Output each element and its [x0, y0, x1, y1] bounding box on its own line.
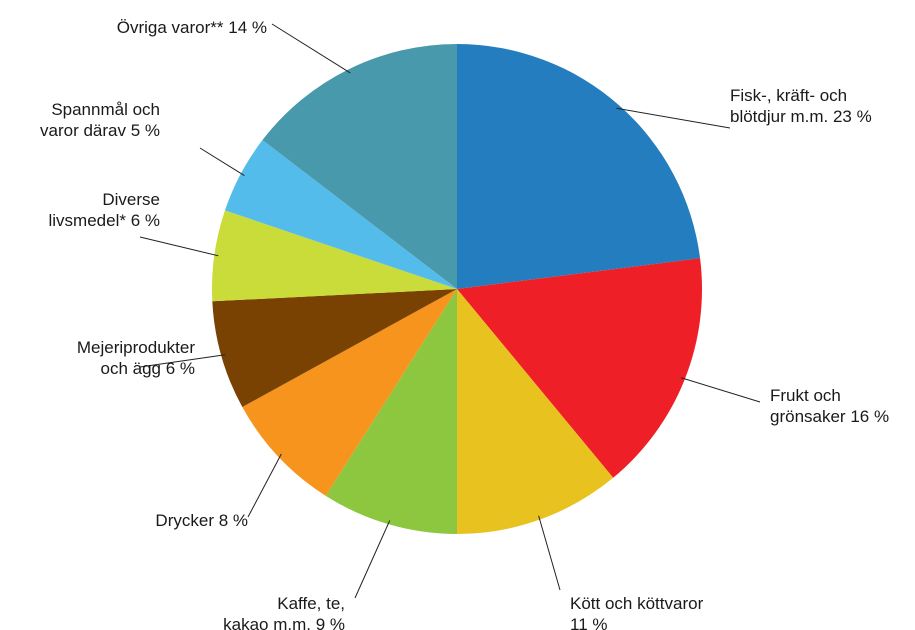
- slice-label-line: 11 %: [570, 615, 608, 630]
- slice-label-8: Spannmål och varor därav 5 %: [40, 100, 160, 140]
- slice-label-line: Kött och köttvaror: [570, 594, 704, 613]
- slice-label-line: Kaffe, te,: [277, 594, 345, 613]
- leader-line-4: [354, 520, 391, 599]
- slice-label-7: Diverse livsmedel* 6 %: [49, 190, 161, 230]
- slice-label-line: och ägg 6 %: [100, 359, 195, 378]
- pie-slice-5: [242, 289, 457, 496]
- slice-label-line: livsmedel* 6 %: [49, 211, 161, 230]
- pie-slice-3: [457, 289, 614, 534]
- pie-slices: [212, 44, 703, 534]
- pie-slice-6: [212, 289, 457, 408]
- leader-lines: [139, 23, 761, 599]
- slice-label-2: Frukt och grönsaker 16 %: [770, 386, 889, 426]
- leader-line-6: [139, 354, 226, 368]
- leader-line-5: [247, 453, 282, 518]
- leader-line-9: [271, 23, 351, 74]
- slice-labels: Fisk-, kräft- och blötdjur m.m. 23 % Frukt…: [40, 18, 889, 630]
- slice-label-line: blötdjur m.m. 23 %: [730, 107, 872, 126]
- leader-line-7: [139, 236, 219, 257]
- slice-label-line: Frukt och: [770, 386, 841, 405]
- slice-label-3: Kött och köttvaror 11 %: [570, 594, 704, 630]
- pie-slice-8: [224, 140, 457, 289]
- slice-label-1: Fisk-, kräft- och blötdjur m.m. 23 %: [730, 86, 872, 126]
- slice-label-line: Spannmål och: [51, 100, 160, 119]
- pie-slice-1: [457, 44, 701, 289]
- slice-label-line: Fisk-, kräft- och: [730, 86, 847, 105]
- pie-slice-9: [262, 44, 457, 289]
- leader-line-2: [680, 377, 761, 403]
- slice-label-5: Drycker 8 %: [155, 511, 248, 530]
- slice-label-line: Mejeriprodukter: [77, 338, 195, 357]
- slice-label-line: varor därav 5 %: [40, 121, 160, 140]
- pie-slice-2: [457, 258, 703, 478]
- pie-slice-4: [325, 289, 457, 534]
- leader-line-1: [616, 107, 731, 129]
- leader-line-8: [199, 147, 245, 176]
- leader-line-3: [538, 515, 561, 591]
- slice-label-line: Övriga varor** 14 %: [117, 18, 267, 37]
- slice-label-line: kakao m.m. 9 %: [223, 615, 345, 630]
- slice-label-4: Kaffe, te, kakao m.m. 9 %: [223, 594, 345, 630]
- slice-label-line: Drycker 8 %: [155, 511, 248, 530]
- slice-label-line: grönsaker 16 %: [770, 407, 889, 426]
- slice-label-line: Diverse: [102, 190, 160, 209]
- pie-slice-7: [212, 210, 457, 302]
- slice-label-9: Övriga varor** 14 %: [117, 18, 267, 37]
- slice-label-6: Mejeriprodukter och ägg 6 %: [77, 338, 195, 378]
